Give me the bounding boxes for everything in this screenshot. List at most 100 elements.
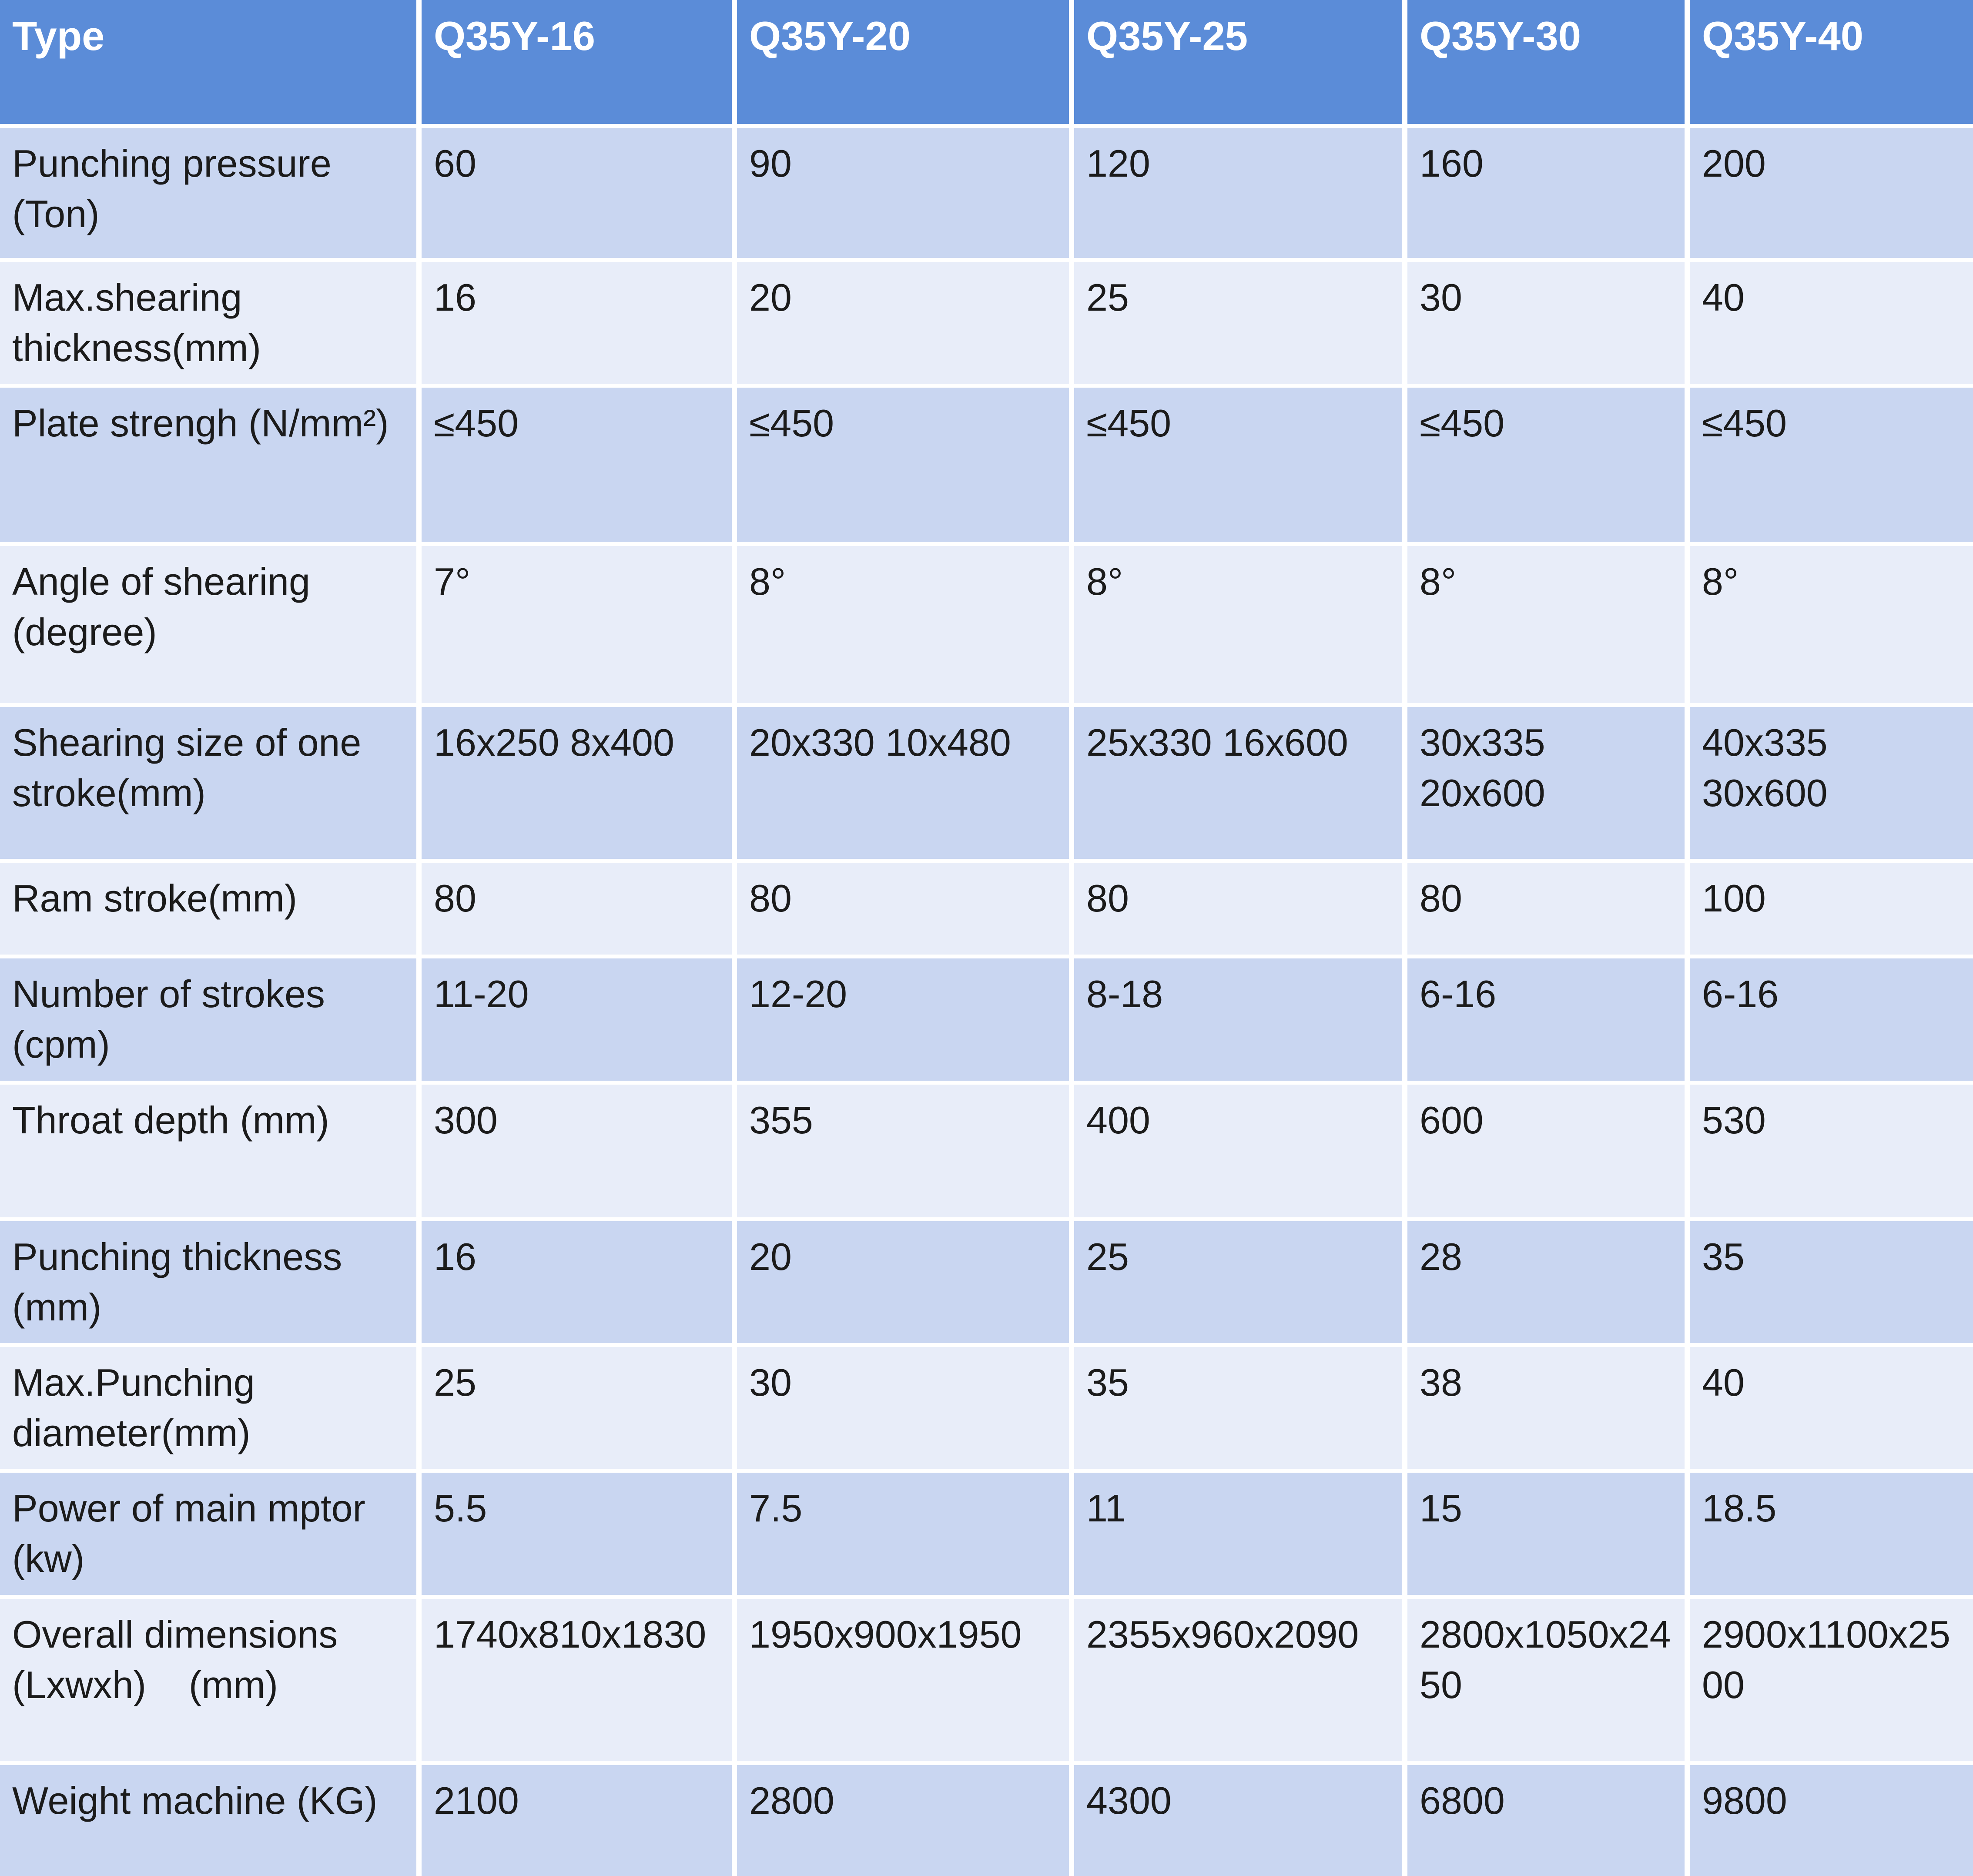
- value-cell: 160: [1407, 128, 1690, 262]
- row-label-cell: Throat depth (mm): [0, 1084, 422, 1221]
- value-cell: 80: [422, 863, 737, 959]
- table-row: Shearing size of one stroke(mm) 16x250 8x…: [0, 707, 1973, 863]
- value-cell: 300: [422, 1084, 737, 1221]
- value-cell: 25x330 16x600: [1074, 707, 1407, 863]
- row-label-cell: Punching thickness (mm): [0, 1221, 422, 1347]
- row-label-cell: Shearing size of one stroke(mm): [0, 707, 422, 863]
- table-row: Max.shearing thickness(mm) 16 20 25 30 40: [0, 262, 1973, 388]
- value-cell: 2800x1050x2450: [1407, 1598, 1690, 1765]
- row-label-cell: Power of main mptor (kw): [0, 1473, 422, 1599]
- value-cell: ≤450: [1690, 388, 1973, 546]
- value-cell: 6-16: [1690, 958, 1973, 1085]
- value-cell: 100: [1690, 863, 1973, 959]
- table-row: Weight machine (KG) 2100 2800 4300 6800 9800: [0, 1765, 1973, 1876]
- value-cell: 2100: [422, 1765, 737, 1876]
- value-cell: ≤450: [1407, 388, 1690, 546]
- row-label-cell: Overall dimensions (Lxwxh) (mm): [0, 1598, 422, 1765]
- value-cell: 28: [1407, 1221, 1690, 1347]
- value-cell: 20: [737, 1221, 1074, 1347]
- header-cell-q35y-16: Q35Y-16: [422, 0, 737, 128]
- value-cell: 20: [737, 262, 1074, 388]
- header-row: Type Q35Y-16 Q35Y-20 Q35Y-25 Q35Y-30 Q35Y-40: [0, 0, 1973, 128]
- value-cell: 15: [1407, 1473, 1690, 1599]
- value-cell: 25: [422, 1347, 737, 1473]
- header-cell-type: Type: [0, 0, 422, 128]
- table-row: Plate strengh (N/mm²) ≤450 ≤450 ≤450 ≤450 ≤45…: [0, 388, 1973, 546]
- value-cell: 6800: [1407, 1765, 1690, 1876]
- value-cell: 530: [1690, 1084, 1973, 1221]
- value-cell: 8°: [1407, 546, 1690, 707]
- header-cell-q35y-25: Q35Y-25: [1074, 0, 1407, 128]
- value-cell: 35: [1074, 1347, 1407, 1473]
- value-cell: 30: [1407, 262, 1690, 388]
- value-cell: 40: [1690, 1347, 1973, 1473]
- value-cell: 8-18: [1074, 958, 1407, 1085]
- value-cell: 8°: [737, 546, 1074, 707]
- spec-table-body: Punching pressure (Ton) 60 90 120 160 200 Max.…: [0, 128, 1973, 1876]
- value-cell: 38: [1407, 1347, 1690, 1473]
- value-cell: 5.5: [422, 1473, 737, 1599]
- value-cell: 7.5: [737, 1473, 1074, 1599]
- value-cell: 35: [1690, 1221, 1973, 1347]
- value-cell: 400: [1074, 1084, 1407, 1221]
- value-cell: 120: [1074, 128, 1407, 262]
- value-cell: 600: [1407, 1084, 1690, 1221]
- value-cell: 16x250 8x400: [422, 707, 737, 863]
- row-label-cell: Max.shearing thickness(mm): [0, 262, 422, 388]
- value-cell: 30x335 20x600: [1407, 707, 1690, 863]
- row-label-cell: Punching pressure (Ton): [0, 128, 422, 262]
- value-cell: 80: [1407, 863, 1690, 959]
- value-cell: 20x330 10x480: [737, 707, 1074, 863]
- header-cell-q35y-40: Q35Y-40: [1690, 0, 1973, 128]
- table-row: Max.Punching diameter(mm) 25 30 35 38 40: [0, 1347, 1973, 1473]
- value-cell: 40x335 30x600: [1690, 707, 1973, 863]
- table-row: Punching pressure (Ton) 60 90 120 160 200: [0, 128, 1973, 262]
- value-cell: 25: [1074, 262, 1407, 388]
- value-cell: 30: [737, 1347, 1074, 1473]
- value-cell: ≤450: [1074, 388, 1407, 546]
- value-cell: 80: [1074, 863, 1407, 959]
- row-label-cell: Max.Punching diameter(mm): [0, 1347, 422, 1473]
- table-row: Angle of shearing (degree) 7° 8° 8° 8° 8°: [0, 546, 1973, 707]
- row-label-cell: Ram stroke(mm): [0, 863, 422, 959]
- value-cell: 1740x810x1830: [422, 1598, 737, 1765]
- value-cell: 25: [1074, 1221, 1407, 1347]
- table-row: Power of main mptor (kw) 5.5 7.5 11 15 18.5: [0, 1473, 1973, 1599]
- table-row: Punching thickness (mm) 16 20 25 28 35: [0, 1221, 1973, 1347]
- value-cell: 40: [1690, 262, 1973, 388]
- header-cell-q35y-20: Q35Y-20: [737, 0, 1074, 128]
- value-cell: 8°: [1690, 546, 1973, 707]
- table-row: Throat depth (mm) 300 355 400 600 530: [0, 1084, 1973, 1221]
- value-cell: 2900x1100x2500: [1690, 1598, 1973, 1765]
- value-cell: 18.5: [1690, 1473, 1973, 1599]
- spec-table-header: Type Q35Y-16 Q35Y-20 Q35Y-25 Q35Y-30 Q35Y-40: [0, 0, 1973, 128]
- value-cell: 2800: [737, 1765, 1074, 1876]
- value-cell: 60: [422, 128, 737, 262]
- value-cell: 4300: [1074, 1765, 1407, 1876]
- value-cell: ≤450: [422, 388, 737, 546]
- row-label-cell: Number of strokes (cpm): [0, 958, 422, 1085]
- value-cell: 16: [422, 262, 737, 388]
- header-cell-q35y-30: Q35Y-30: [1407, 0, 1690, 128]
- value-cell: 9800: [1690, 1765, 1973, 1876]
- value-cell: 8°: [1074, 546, 1407, 707]
- table-row: Number of strokes (cpm) 11-20 12-20 8-18 6-1…: [0, 958, 1973, 1085]
- row-label-cell: Weight machine (KG): [0, 1765, 422, 1876]
- value-cell: 16: [422, 1221, 737, 1347]
- value-cell: 11: [1074, 1473, 1407, 1599]
- row-label-cell: Plate strengh (N/mm²): [0, 388, 422, 546]
- value-cell: 355: [737, 1084, 1074, 1221]
- value-cell: 80: [737, 863, 1074, 959]
- value-cell: 2355x960x2090: [1074, 1598, 1407, 1765]
- value-cell: 7°: [422, 546, 737, 707]
- value-cell: 1950x900x1950: [737, 1598, 1074, 1765]
- table-row: Ram stroke(mm) 80 80 80 80 100: [0, 863, 1973, 959]
- value-cell: ≤450: [737, 388, 1074, 546]
- value-cell: 6-16: [1407, 958, 1690, 1085]
- row-label-cell: Angle of shearing (degree): [0, 546, 422, 707]
- table-row: Overall dimensions (Lxwxh) (mm) 1740x810x…: [0, 1598, 1973, 1765]
- value-cell: 90: [737, 128, 1074, 262]
- value-cell: 12-20: [737, 958, 1074, 1085]
- value-cell: 11-20: [422, 958, 737, 1085]
